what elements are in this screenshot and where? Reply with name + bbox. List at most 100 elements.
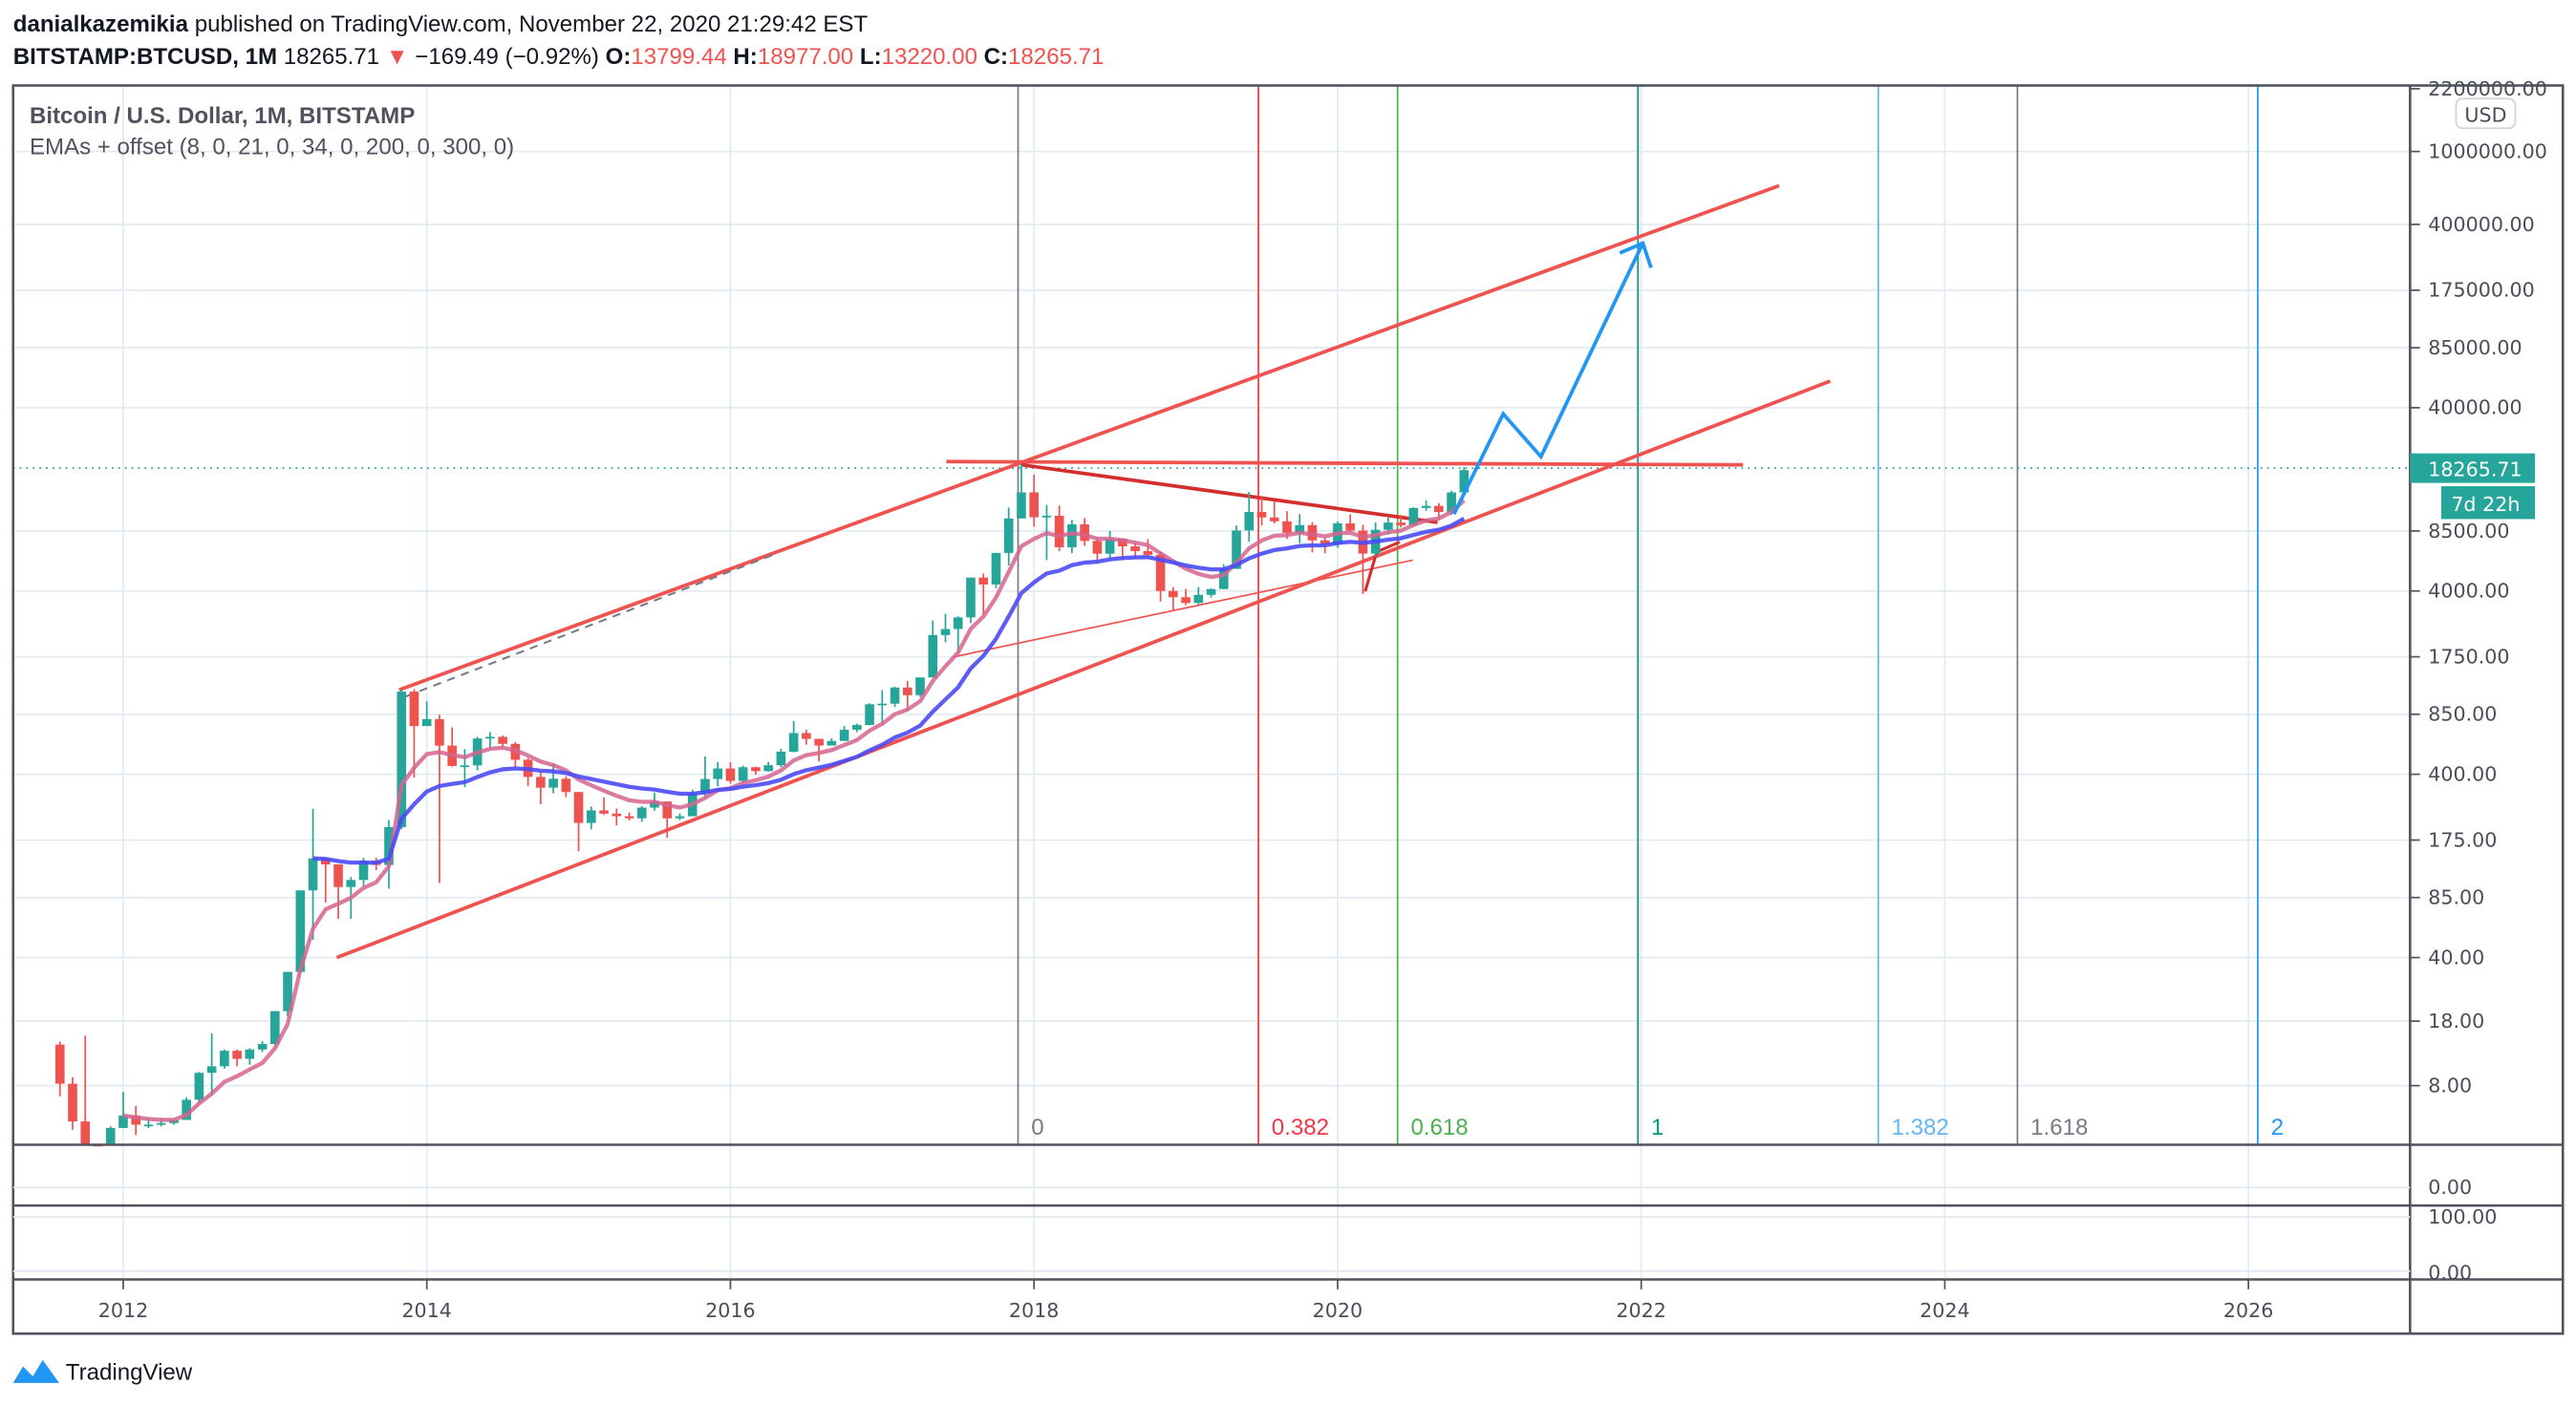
- time-tick-label: 2018: [1009, 1299, 1060, 1322]
- candle: [1169, 586, 1178, 611]
- candle: [877, 690, 888, 725]
- close-label: C:: [984, 44, 1008, 70]
- candle-body: [409, 692, 419, 727]
- candle: [725, 762, 736, 784]
- candle: [1295, 514, 1305, 543]
- candle-body: [257, 1044, 268, 1050]
- candle-body: [283, 971, 292, 1012]
- time-tick-label: 2024: [1920, 1299, 1970, 1322]
- price-tick-label: 40000.00: [2428, 396, 2522, 419]
- price-axis[interactable]: 2200000.00 1000000.00 400000.00 175000.00 85…: [2410, 77, 2547, 1097]
- candle-body: [902, 687, 912, 695]
- candle-body: [333, 863, 343, 887]
- candle-body: [751, 767, 761, 772]
- candle: [320, 858, 331, 903]
- candle-body: [636, 807, 647, 819]
- candle: [953, 616, 963, 653]
- tradingview-logo[interactable]: TradingView: [12, 1359, 193, 1385]
- fib-time-zones[interactable]: 0 0.382 0.618 1 1.382 1.618 2: [1017, 85, 2285, 1145]
- tradingview-cloud-icon: [12, 1359, 59, 1383]
- candle: [220, 1049, 229, 1069]
- candle-body: [776, 752, 786, 766]
- candle: [662, 800, 673, 839]
- time-axis[interactable]: 2012 2014 2016 2018 2020 2022 2024 2026: [98, 1279, 2274, 1323]
- candle-body: [143, 1124, 154, 1127]
- candle: [713, 761, 723, 787]
- candle-body: [788, 733, 799, 753]
- candle: [1017, 464, 1026, 519]
- candle-body: [991, 552, 1001, 585]
- candle-body: [1282, 521, 1292, 533]
- fib-zone-label: 1.618: [2030, 1115, 2088, 1140]
- lower-channel-line[interactable]: [335, 379, 1832, 960]
- dashed-trend-line[interactable]: [405, 554, 773, 698]
- price-change: −169.49 (−0.92%): [415, 44, 599, 70]
- time-tick-label: 2014: [401, 1299, 452, 1322]
- candle-body: [700, 778, 710, 794]
- currency-label: USD: [2464, 103, 2506, 126]
- candle-body: [194, 1073, 204, 1100]
- candle: [105, 1126, 116, 1145]
- indicator-legend[interactable]: EMAs + offset (8, 0, 21, 0, 34, 0, 200, …: [30, 135, 514, 160]
- candle: [928, 620, 938, 678]
- currency-badge[interactable]: [2455, 97, 2517, 130]
- candle-body: [1130, 545, 1140, 551]
- candle: [245, 1048, 255, 1065]
- candle-body: [1206, 588, 1216, 595]
- projection-line[interactable]: [1451, 242, 1645, 516]
- upper-channel-line[interactable]: [398, 183, 1780, 692]
- candle-body: [599, 810, 609, 814]
- candle-body: [865, 704, 874, 726]
- candle-body: [928, 634, 938, 678]
- candle-body: [826, 740, 837, 746]
- candle-body: [421, 718, 432, 727]
- descending-trend-line[interactable]: [1021, 462, 1438, 524]
- candle-body: [1181, 597, 1191, 604]
- candle-body: [1384, 522, 1393, 530]
- candle-body: [118, 1115, 128, 1128]
- candle: [612, 808, 622, 826]
- candle-body: [1256, 511, 1267, 518]
- candle: [232, 1049, 242, 1067]
- price-tick-label: 850.00: [2428, 703, 2497, 726]
- candle-body: [1041, 515, 1052, 518]
- candle: [738, 765, 748, 783]
- thin-trend-line[interactable]: [953, 559, 1413, 658]
- candle-body: [1029, 492, 1039, 518]
- candle-body: [1218, 568, 1229, 589]
- candle: [68, 1076, 77, 1130]
- candle: [865, 703, 874, 726]
- candle-body: [877, 703, 888, 706]
- price-tick-label: 175000.00: [2428, 279, 2535, 302]
- ema-lines: [122, 499, 1466, 1122]
- candle: [1269, 501, 1279, 523]
- candle: [485, 732, 495, 750]
- open-value: 13799.44: [631, 44, 726, 70]
- candle-body: [295, 890, 306, 972]
- fib-zone-label: 0.618: [1410, 1115, 1468, 1140]
- price-tick-label: 1000000.00: [2428, 139, 2547, 162]
- projection-path[interactable]: [1451, 241, 1653, 516]
- drawings[interactable]: [335, 183, 1832, 960]
- candle-body: [561, 778, 571, 793]
- candle-body: [485, 736, 495, 739]
- candle: [788, 720, 799, 753]
- candle: [194, 1072, 204, 1104]
- candle-body: [953, 617, 963, 629]
- price-tick-label: 400000.00: [2428, 213, 2535, 236]
- candle: [1181, 588, 1191, 606]
- candles: [54, 464, 1470, 1147]
- resistance-horizontal-line[interactable]: [946, 459, 1744, 467]
- candle-body: [1295, 524, 1305, 533]
- candle-body: [1396, 522, 1406, 525]
- candle: [1421, 500, 1431, 511]
- publish-line: danialkazemikia published on TradingView…: [13, 11, 869, 37]
- ema-21-line: [312, 517, 1466, 865]
- candle: [763, 761, 773, 772]
- candle-body: [1118, 538, 1127, 546]
- candle: [1003, 507, 1014, 566]
- price-tick-label: 1750.00: [2428, 645, 2509, 668]
- candle-body: [662, 801, 673, 819]
- author[interactable]: danialkazemikia: [13, 11, 189, 37]
